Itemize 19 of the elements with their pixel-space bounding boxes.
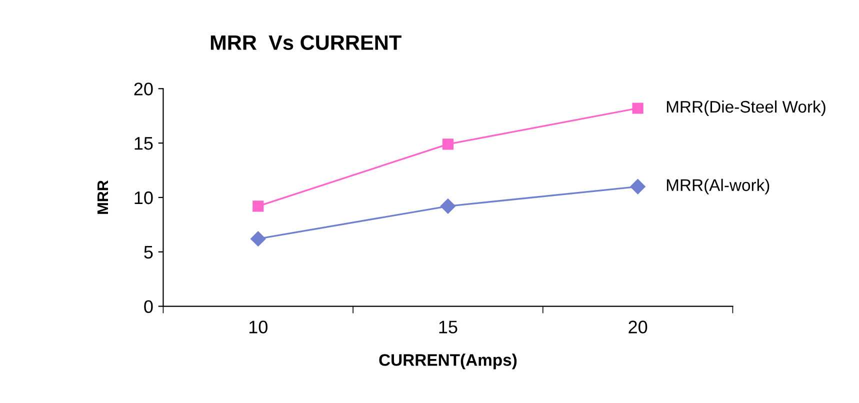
point bbox=[630, 179, 646, 194]
x-axis-title: CURRENT(Amps) bbox=[379, 354, 517, 370]
y-axis-title: MRR bbox=[98, 180, 108, 214]
x-tick-label: 10 bbox=[249, 320, 268, 334]
point bbox=[250, 231, 266, 246]
series-label: MRR(Die-Steel Work) bbox=[666, 100, 826, 116]
y-tick-label: 5 bbox=[144, 246, 153, 259]
point bbox=[440, 198, 456, 214]
y-tick-label: 20 bbox=[134, 82, 153, 96]
point bbox=[442, 138, 454, 150]
chart-title: MRR Vs CURRENT bbox=[210, 35, 402, 50]
x-tick-label: 15 bbox=[439, 320, 458, 334]
y-tick-label: 15 bbox=[134, 137, 153, 150]
point bbox=[252, 200, 264, 212]
series-label: MRR(Al-work) bbox=[666, 178, 770, 194]
y-tick-label: 0 bbox=[144, 300, 153, 313]
point bbox=[632, 102, 644, 114]
x-tick-label: 20 bbox=[628, 320, 648, 334]
y-tick-label: 10 bbox=[134, 191, 153, 204]
